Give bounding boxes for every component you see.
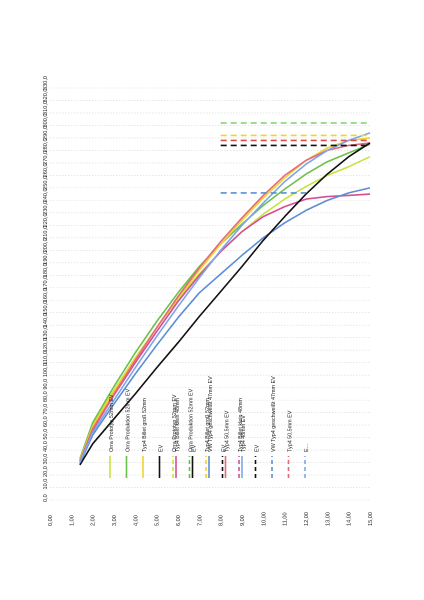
gridlines — [50, 87, 370, 501]
y-tick-label: 330,0 — [43, 76, 49, 90]
series-lines — [79, 122, 371, 466]
series-line-6 — [79, 187, 371, 465]
x-tick-label: 15,00 — [368, 512, 374, 526]
y-tick-label: 280,0 — [43, 138, 49, 152]
y-axis-ticks: 0,0 10,0 20,030,0 40,050,0 60,070,0 80,090,0 1… — [43, 76, 49, 502]
legend-entry: Typ4 Billet groß 52mm — [142, 398, 148, 452]
series-line-8 — [79, 132, 371, 463]
series-line-3 — [79, 137, 371, 461]
legend-entry: Typ4 50,5mm EV — [225, 410, 231, 452]
y-tick-label: 10,0 — [43, 479, 49, 490]
legend-entry: E... — [304, 444, 310, 452]
x-tick-label: 10,00 — [261, 512, 267, 526]
x-tick-label: 4,00 — [133, 515, 139, 526]
x-tick-label: 0,00 — [48, 515, 54, 526]
x-tick-label: 11,00 — [283, 512, 289, 526]
y-tick-label: 290,0 — [43, 126, 49, 140]
y-tick-label: 50,0 — [43, 429, 49, 440]
legend-entry: Orra Prototyp 52mm EV — [109, 394, 115, 452]
legend-entry: Typ4 Billet klein 48mm — [238, 398, 244, 452]
y-tick-label: 40,0 — [43, 441, 49, 452]
y-tick-label: 300,0 — [43, 113, 49, 127]
legend-entry: EV — [222, 444, 228, 452]
y-tick-label: 220,0 — [43, 213, 49, 227]
x-tick-label: 12,00 — [304, 512, 310, 526]
legend-entry: EV — [159, 444, 165, 452]
y-tick-label: 150,0 — [43, 301, 49, 315]
y-tick-label: 100,0 — [43, 363, 49, 377]
y-tick-label: 130,0 — [43, 326, 49, 340]
x-tick-label: 5,00 — [155, 515, 161, 526]
y-tick-label: 80,0 — [43, 391, 49, 402]
legend-entry: Typ4 48mm EV — [241, 415, 247, 452]
y-tick-label: 30,0 — [43, 454, 49, 465]
legend-entry: EV — [255, 444, 261, 452]
series-line-7 — [79, 142, 371, 466]
x-tick-label: 7,00 — [197, 515, 203, 526]
x-tick-label: 3,00 — [112, 515, 118, 526]
x-tick-label: 8,00 — [219, 515, 225, 526]
y-tick-label: 320,0 — [43, 88, 49, 102]
y-tick-label: 310,0 — [43, 101, 49, 115]
y-tick-label: 120,0 — [43, 338, 49, 352]
series-line-5 — [79, 142, 371, 462]
x-tick-label: 13,00 — [325, 512, 331, 526]
x-tick-label: 2,00 — [91, 515, 97, 526]
x-tick-label: 9,00 — [240, 515, 246, 526]
y-tick-label: 240,0 — [43, 188, 49, 202]
y-tick-label: 230,0 — [43, 201, 49, 215]
legend-entry: Typ4 Billet groß 52mm — [205, 398, 211, 452]
x-tick-label: 14,00 — [347, 512, 353, 526]
y-tick-label: 110,0 — [43, 351, 49, 365]
legend-entry: Orra Produktion 52mm EV — [126, 388, 132, 452]
legend-entry: Typ4 Billet klein 48mm — [175, 398, 181, 452]
y-tick-label: 170,0 — [43, 276, 49, 290]
y-tick-label: 190,0 — [43, 251, 49, 265]
legend-entry: Typ4 50,5mm EV — [288, 410, 294, 452]
legend-entry: Orra Prototyp 52mm EV — [172, 394, 178, 452]
y-tick-label: 270,0 — [43, 151, 49, 165]
y-tick-label: 140,0 — [43, 313, 49, 327]
y-tick-label: 90,0 — [43, 379, 49, 390]
legend: Orra Prototyp 52mm EV Orra Produktion 52m… — [109, 376, 310, 478]
legend-entry: VW Typ4 geschweißt 47mm EV — [271, 376, 277, 452]
legend-entry: EV — [192, 444, 198, 452]
y-tick-label: 210,0 — [43, 226, 49, 240]
y-tick-label: 180,0 — [43, 263, 49, 277]
y-tick-label: 60,0 — [43, 416, 49, 427]
y-tick-label: 250,0 — [43, 176, 49, 190]
legend-entry: Orra Produktion 52mm EV — [189, 388, 195, 452]
y-tick-label: 260,0 — [43, 163, 49, 177]
x-tick-label: 6,00 — [176, 515, 182, 526]
y-tick-label: 20,0 — [43, 466, 49, 477]
y-tick-label: 160,0 — [43, 288, 49, 302]
y-tick-label: 70,0 — [43, 404, 49, 415]
y-tick-label: 0,0 — [43, 494, 49, 502]
y-tick-label: 200,0 — [43, 238, 49, 252]
x-axis-ticks: 0,00 1,00 2,00 3,00 4,00 5,00 6,00 7,00 8,00 9,00… — [48, 512, 374, 526]
x-tick-label: 1,00 — [69, 515, 75, 526]
legend-entry: VW Typ4 geschweißt 47mm EV — [208, 376, 214, 452]
